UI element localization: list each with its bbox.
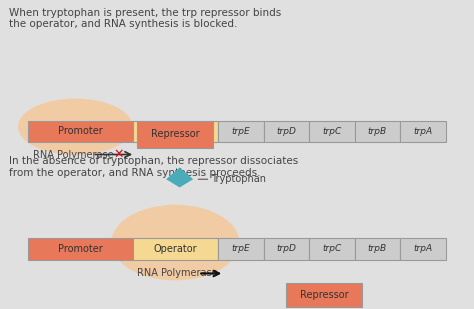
Bar [400,238,446,260]
Bar [309,238,355,260]
Bar [218,121,264,142]
Text: Operator: Operator [154,126,197,136]
Text: trpE: trpE [231,127,250,136]
Text: trpD: trpD [276,127,296,136]
Text: Promoter: Promoter [58,244,103,254]
Text: Repressor: Repressor [300,290,348,300]
Bar [264,238,309,260]
Text: trpB: trpB [368,127,387,136]
Text: Operator: Operator [154,244,197,254]
Text: trpE: trpE [231,244,250,253]
Bar [355,121,400,142]
Text: ✕: ✕ [113,148,124,161]
Text: When tryptophan is present, the trp repressor binds
the operator, and RNA synthe: When tryptophan is present, the trp repr… [9,8,282,29]
Polygon shape [166,167,193,188]
Text: Promoter: Promoter [58,126,103,136]
Bar [133,121,218,142]
Text: Repressor: Repressor [151,129,200,139]
Bar [309,121,355,142]
Ellipse shape [18,99,133,155]
Bar [264,121,309,142]
Text: trpC: trpC [322,127,341,136]
Ellipse shape [111,205,239,281]
Text: trpA: trpA [413,127,432,136]
Text: RNA Polymerase: RNA Polymerase [137,269,218,278]
Bar [28,121,133,142]
Text: trpA: trpA [413,244,432,253]
Bar [28,238,133,260]
Text: In the absence of tryptophan, the repressor dissociates
from the operator, and R: In the absence of tryptophan, the repres… [9,156,299,178]
Bar [400,121,446,142]
Bar [218,238,264,260]
Bar [286,283,362,307]
Bar [137,121,213,148]
Text: RNA Polymerase: RNA Polymerase [33,150,114,159]
Text: trpC: trpC [322,244,341,253]
Text: Tryptophan: Tryptophan [211,174,266,184]
Bar [133,238,218,260]
Text: trpD: trpD [276,244,296,253]
Text: trpB: trpB [368,244,387,253]
Bar [355,238,400,260]
